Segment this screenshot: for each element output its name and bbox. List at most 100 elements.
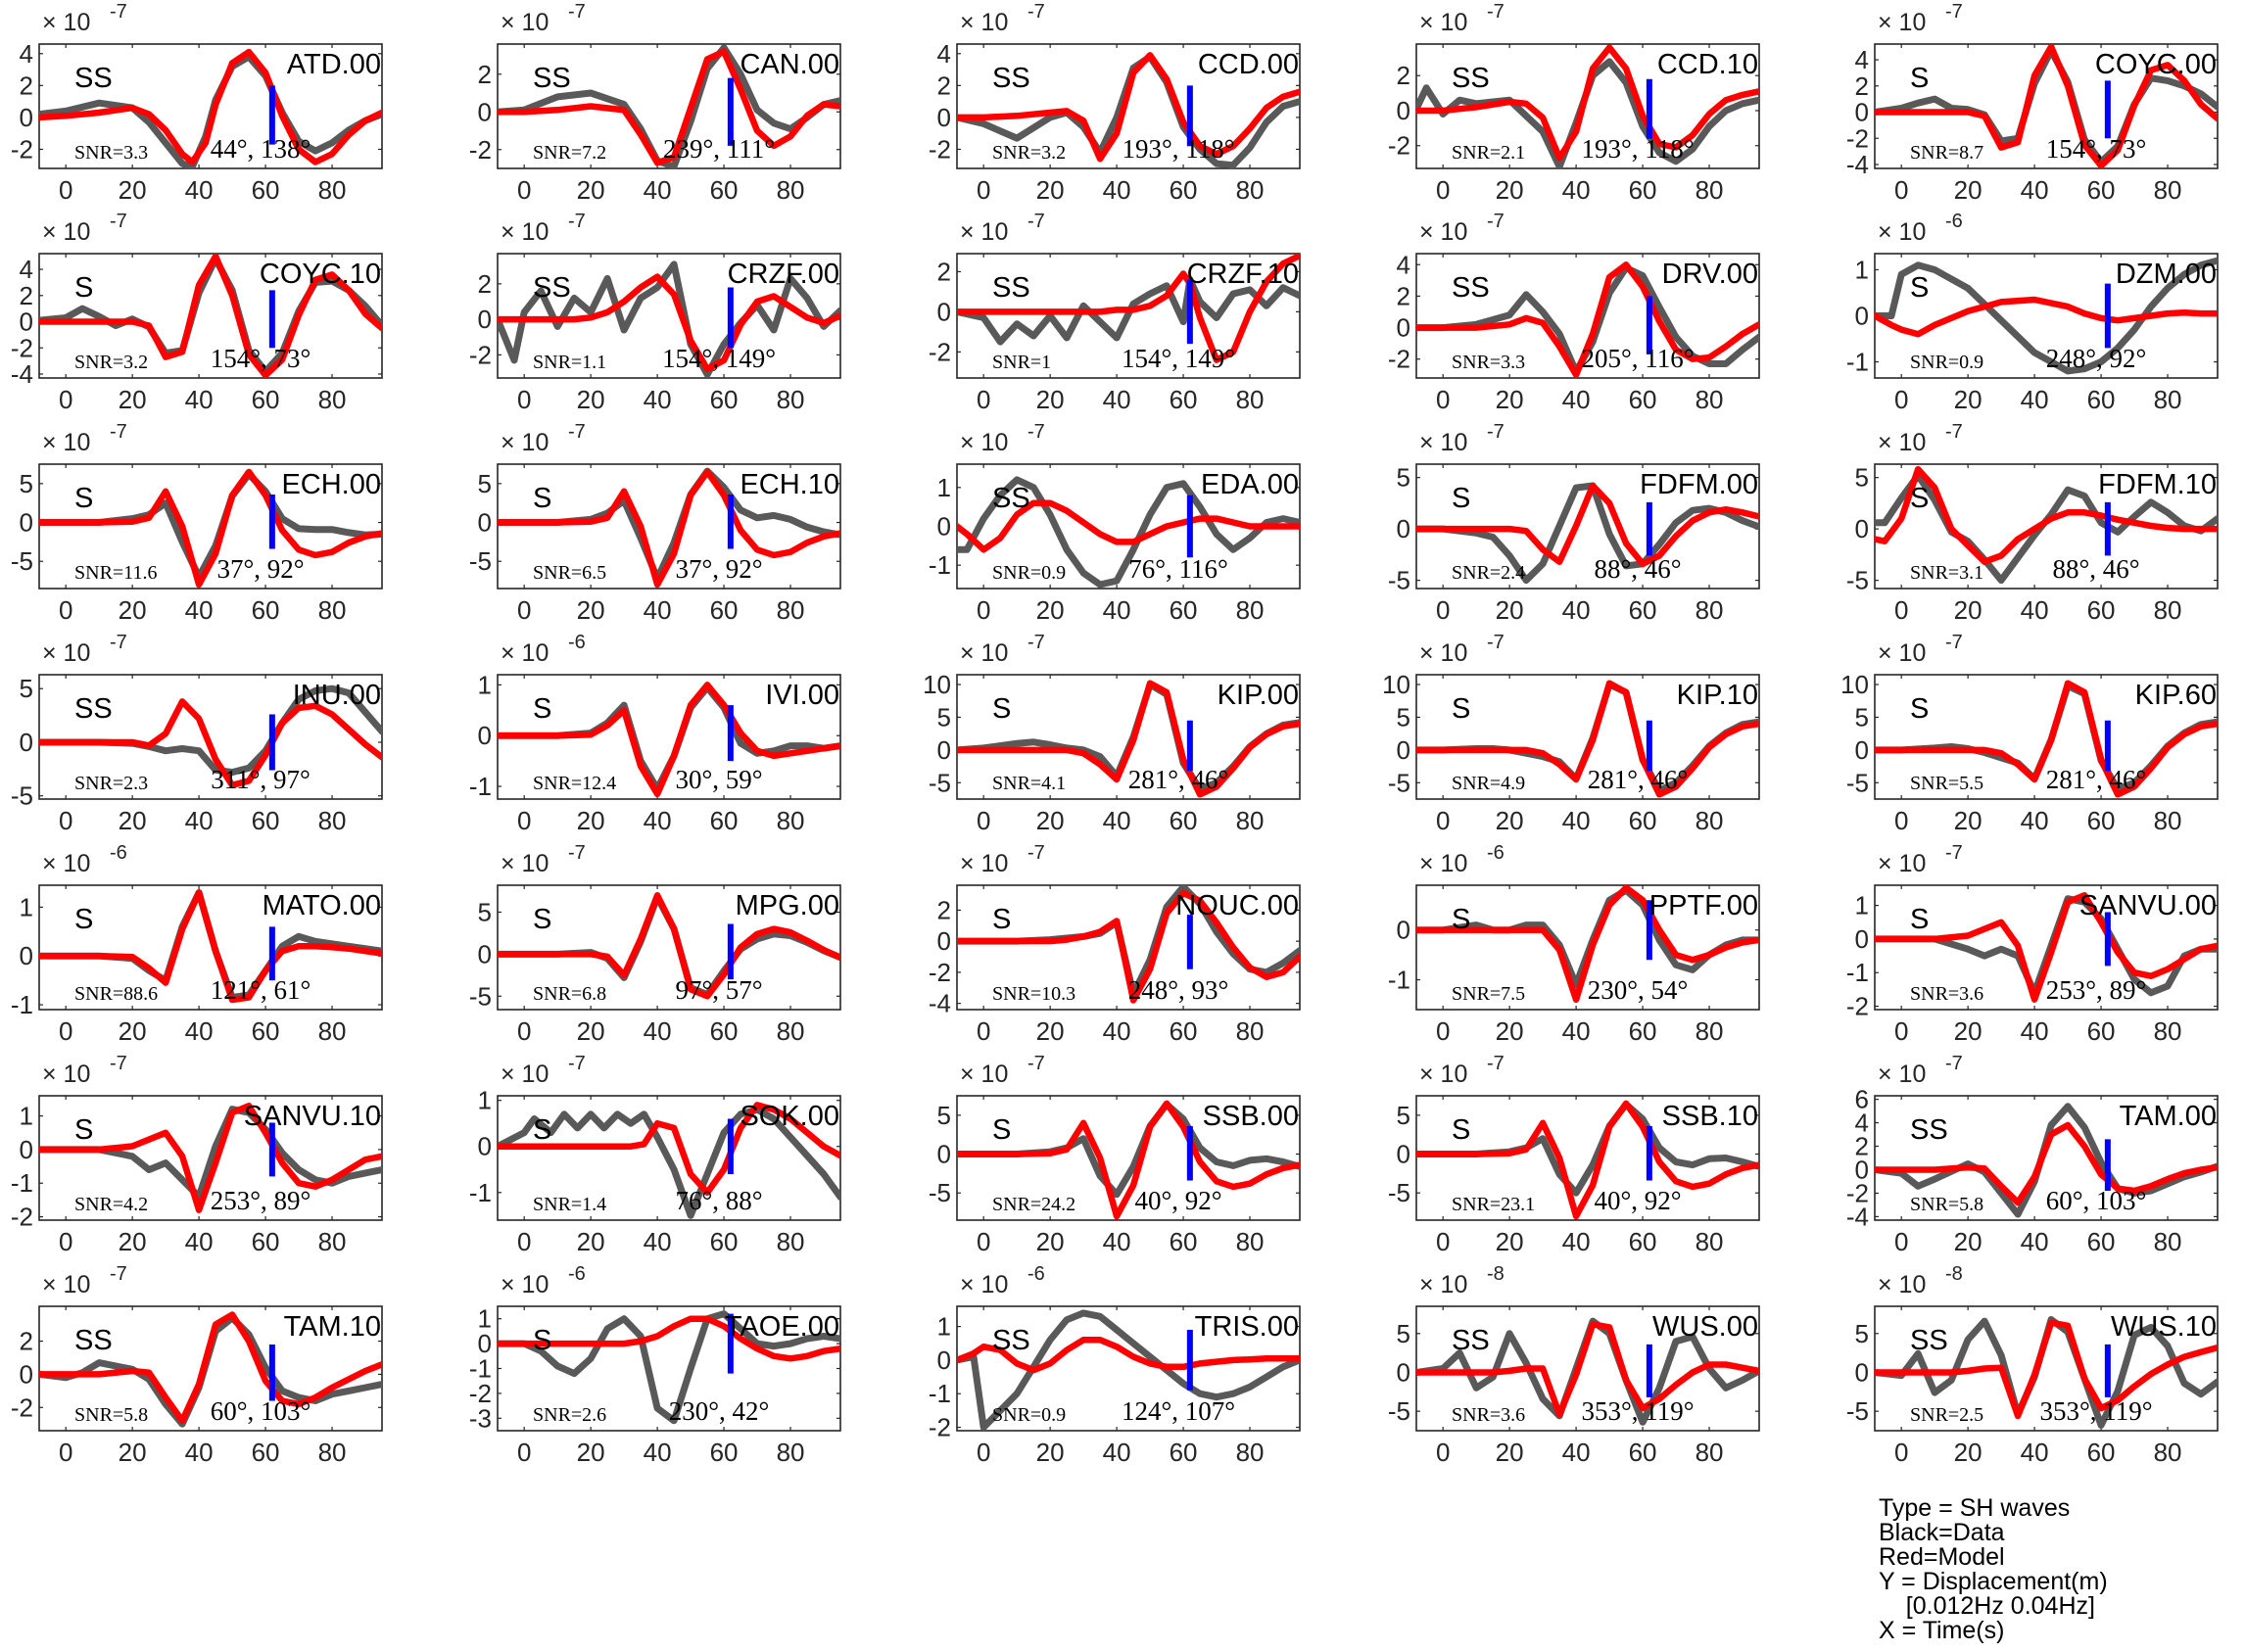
waveform-area — [957, 254, 1300, 363]
y-tick-label: 2 — [478, 269, 492, 299]
y-multiplier: × 10 — [501, 1271, 549, 1298]
station-label: WUS.10 — [2111, 1311, 2217, 1343]
y-tick-label: -1 — [11, 1168, 33, 1198]
x-tick-label: 0 — [517, 175, 531, 205]
x-tick-label: 20 — [119, 1227, 147, 1256]
model-trace — [39, 48, 382, 165]
x-tick-label: 0 — [977, 1016, 990, 1046]
snr-label: SNR=3.2 — [992, 142, 1066, 164]
y-multiplier: × 10 — [501, 639, 549, 667]
x-tick-label: 20 — [1496, 175, 1524, 205]
x-tick-label: 80 — [1696, 806, 1724, 835]
x-tick-label: 60 — [252, 806, 280, 835]
y-tick-label: -1 — [929, 1379, 951, 1408]
x-tick-label: 0 — [1436, 1016, 1450, 1046]
x-tick-label: 0 — [59, 385, 72, 414]
panel-ivi-00: 0 20 40 60 80 -1 0 1 × 10 -6 S IVI.00 SNR=12.4 30°, 5… — [469, 632, 841, 835]
station-label: FDFM.00 — [1640, 469, 1758, 500]
y-exponent: -6 — [1945, 211, 1963, 232]
x-tick-label: 80 — [1236, 1016, 1265, 1046]
x-tick-label: 20 — [119, 595, 147, 625]
y-tick-label: 0 — [937, 297, 951, 326]
azimuth-label: 281°, 46° — [1588, 765, 1689, 794]
station-label: TAM.10 — [284, 1311, 381, 1343]
x-tick-label: 60 — [1629, 1016, 1657, 1046]
station-label: ATD.00 — [287, 49, 381, 80]
y-exponent: -7 — [1945, 632, 1963, 653]
y-tick-label: 0 — [1855, 514, 1869, 543]
y-tick-label: -4 — [1846, 150, 1869, 179]
station-label: TAOE.00 — [725, 1311, 839, 1343]
waveform-area — [1875, 680, 2218, 798]
data-trace — [957, 276, 1300, 346]
station-label: KIP.10 — [1677, 680, 1758, 711]
x-tick-label: 80 — [1696, 1438, 1724, 1467]
x-tick-label: 80 — [318, 1438, 347, 1467]
x-tick-label: 0 — [59, 1016, 72, 1046]
y-tick-label: -2 — [469, 1379, 492, 1408]
y-tick-label: 5 — [1397, 463, 1410, 493]
station-label: CRZF.00 — [728, 259, 839, 290]
axes-box — [956, 253, 1301, 379]
x-tick-label: 60 — [2087, 806, 2116, 835]
y-tick-label: 0 — [1855, 924, 1869, 954]
y-tick-label: 2 — [1855, 1132, 1869, 1161]
phase-label: S — [992, 1114, 1011, 1146]
x-tick-label: 0 — [1436, 595, 1450, 625]
y-tick-label: -2 — [1388, 131, 1410, 161]
phase-label: SS — [74, 63, 113, 94]
x-tick-label: 40 — [1562, 806, 1591, 835]
y-tick-label: 0 — [937, 926, 951, 956]
azimuth-label: 154°, 149° — [1122, 344, 1235, 373]
panel-sok-00: 0 20 40 60 80 -1 0 1 × 10 -7 S SOK.00 SNR=1.4 76°, 88… — [469, 1053, 841, 1256]
x-tick-label: 80 — [777, 1227, 805, 1256]
model-trace — [1416, 885, 1759, 1004]
y-tick-label: 2 — [1397, 61, 1410, 90]
waveform-area — [39, 1103, 382, 1213]
x-tick-label: 60 — [1170, 1227, 1198, 1256]
snr-label: SNR=3.1 — [1910, 562, 1983, 584]
y-tick-label: 5 — [937, 1101, 951, 1130]
snr-label: SNR=11.6 — [74, 562, 157, 584]
x-tick-label: 20 — [1496, 385, 1524, 414]
waveform-area — [1875, 892, 2218, 1003]
y-multiplier: × 10 — [42, 429, 90, 456]
y-tick-label: 5 — [20, 469, 33, 498]
phase-label: SS — [1910, 1114, 1948, 1146]
phase-label: S — [533, 693, 551, 725]
x-tick-label: 40 — [1562, 175, 1591, 205]
phase-label: SS — [74, 693, 113, 725]
x-tick-label: 80 — [318, 175, 347, 205]
y-tick-label: -5 — [1388, 1396, 1410, 1426]
y-exponent: -7 — [110, 211, 127, 232]
x-tick-label: 80 — [318, 1227, 347, 1256]
x-tick-label: 0 — [517, 1438, 531, 1467]
waveform-area — [498, 260, 840, 378]
y-tick-label: -5 — [1388, 566, 1410, 595]
x-tick-label: 20 — [577, 175, 605, 205]
x-tick-label: 20 — [1954, 1016, 1982, 1046]
y-tick-label: 10 — [923, 670, 951, 699]
model-trace — [498, 48, 840, 166]
x-tick-label: 40 — [1103, 385, 1131, 414]
y-multiplier: × 10 — [1878, 218, 1926, 246]
y-tick-label: 2 — [20, 281, 33, 310]
x-tick-label: 20 — [119, 806, 147, 835]
snr-label: SNR=2.1 — [1452, 142, 1525, 164]
y-tick-label: 0 — [478, 939, 492, 968]
station-label: COYC.00 — [2095, 49, 2217, 80]
x-tick-label: 60 — [252, 175, 280, 205]
x-tick-label: 40 — [1562, 385, 1591, 414]
x-tick-label: 40 — [1103, 1227, 1131, 1256]
y-exponent: -7 — [1487, 211, 1505, 232]
y-tick-label: -3 — [469, 1403, 492, 1433]
x-tick-label: 80 — [777, 806, 805, 835]
y-multiplier: × 10 — [42, 9, 90, 36]
panel-dzm-00: 0 20 40 60 80 -1 0 1 × 10 -6 S DZM.00 SNR=0.9 248°, 9… — [1846, 211, 2219, 414]
phase-label: SS — [1452, 272, 1490, 304]
y-exponent: -7 — [1487, 1, 1505, 23]
y-tick-label: 0 — [937, 103, 951, 132]
x-tick-label: 40 — [2021, 385, 2049, 414]
